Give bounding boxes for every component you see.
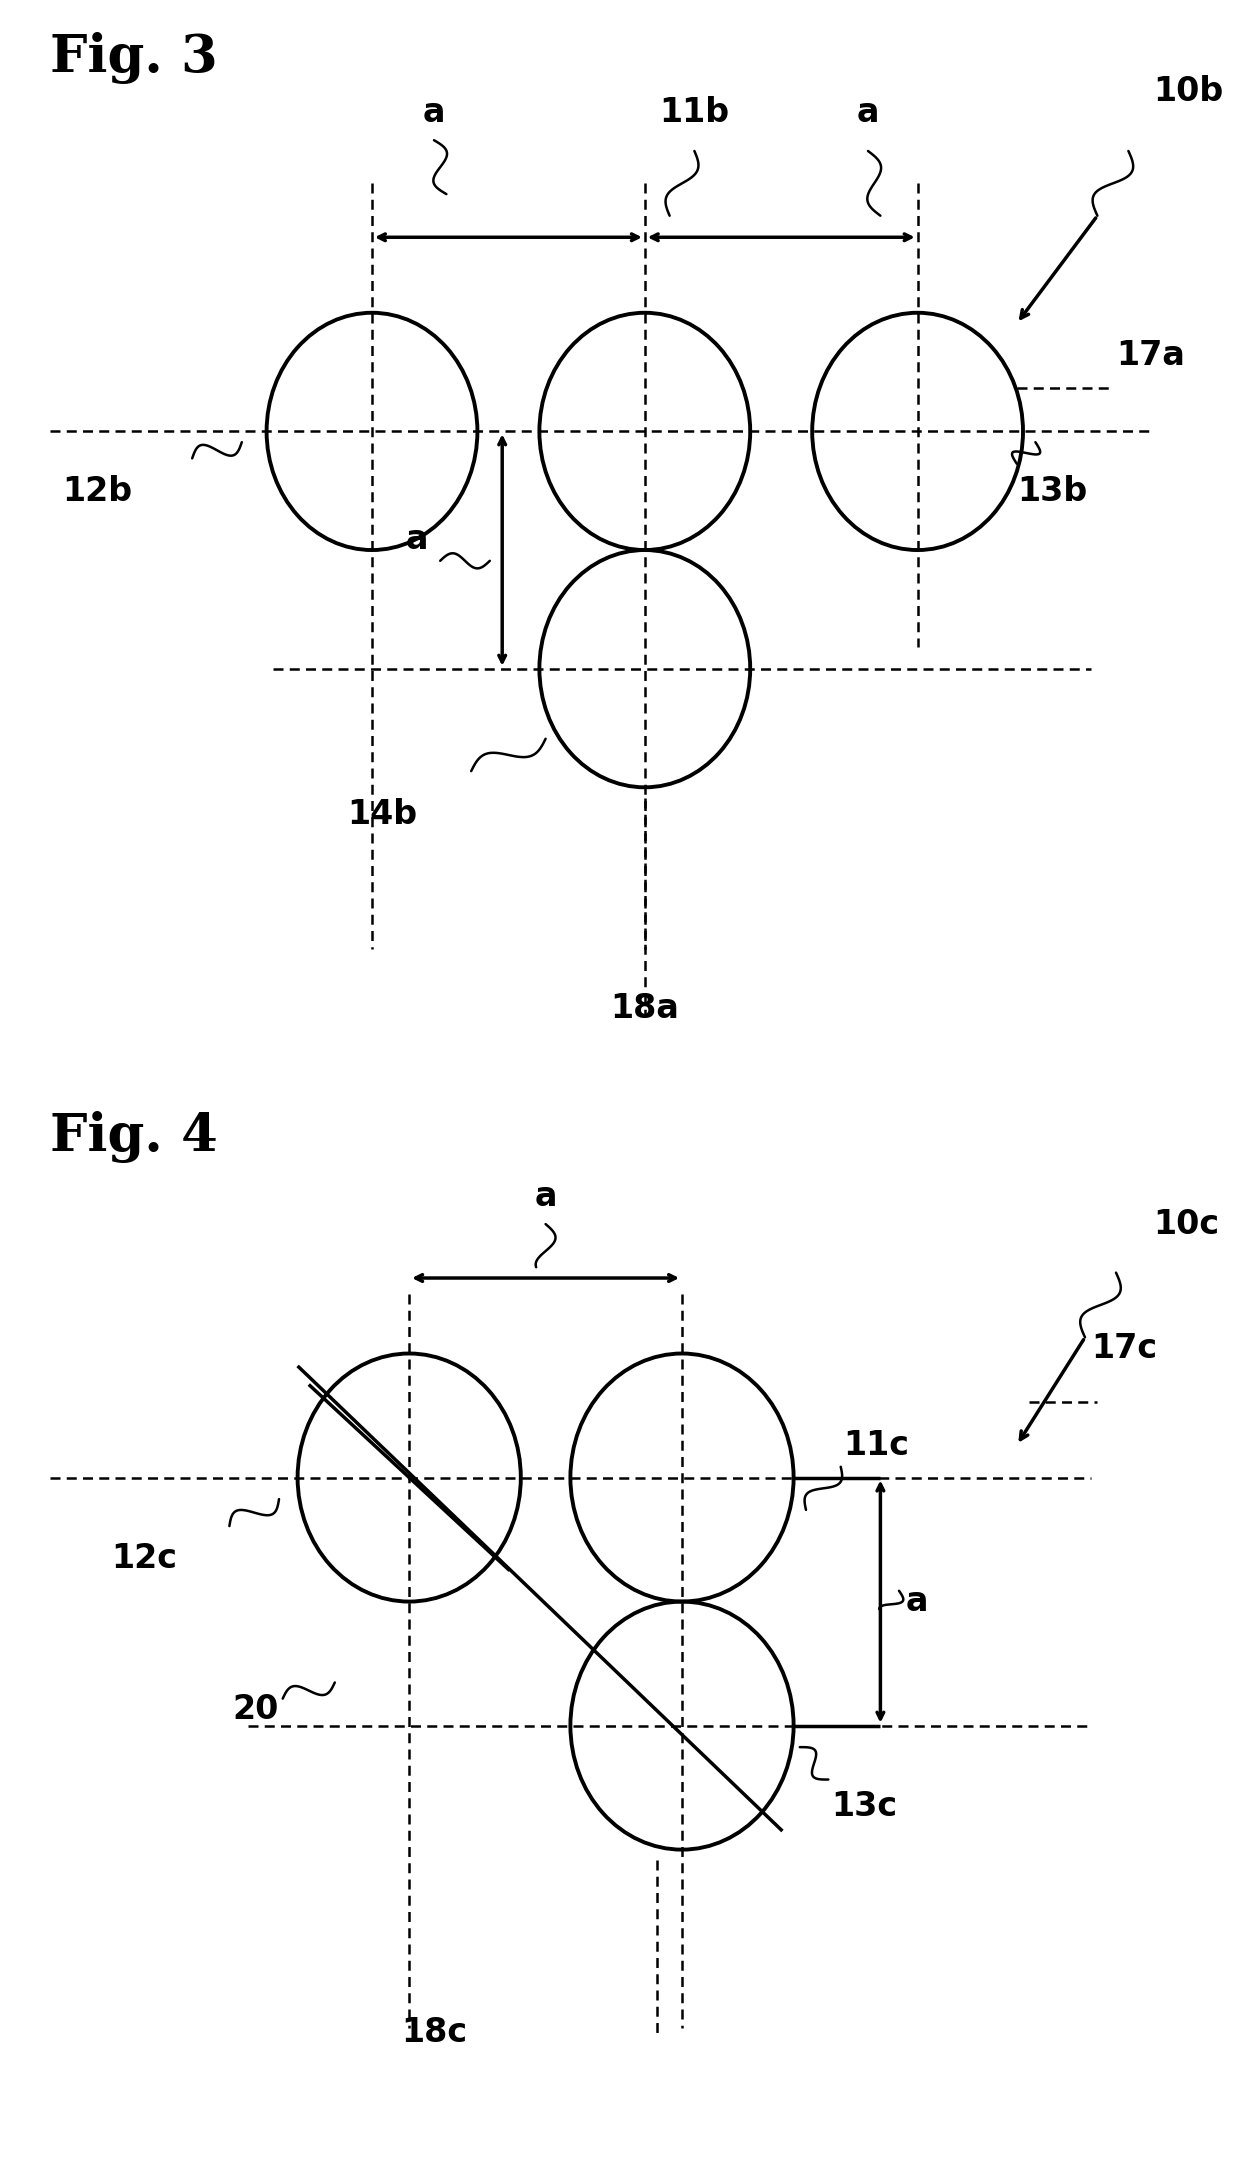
Text: 14b: 14b	[347, 798, 418, 830]
Text: 13c: 13c	[831, 1790, 897, 1823]
Text: a: a	[405, 522, 428, 557]
Text: Fig. 4: Fig. 4	[50, 1111, 217, 1163]
Text: a: a	[857, 97, 879, 129]
Text: 18a: 18a	[610, 992, 680, 1025]
Text: 13b: 13b	[1017, 475, 1087, 507]
Text: 12b: 12b	[62, 475, 133, 507]
Text: 20: 20	[233, 1693, 279, 1726]
Text: Fig. 3: Fig. 3	[50, 32, 217, 84]
Text: 10c: 10c	[1153, 1208, 1219, 1240]
Text: 17c: 17c	[1091, 1331, 1157, 1365]
Text: a: a	[534, 1180, 557, 1212]
Text: 18c: 18c	[401, 2017, 467, 2049]
Text: 10b: 10b	[1153, 75, 1224, 108]
Text: 12c: 12c	[112, 1542, 177, 1575]
Text: 11b: 11b	[660, 97, 729, 129]
Text: 11c: 11c	[843, 1428, 909, 1462]
Text: 17a: 17a	[1116, 339, 1185, 373]
Text: a: a	[905, 1585, 928, 1618]
Text: a: a	[423, 97, 445, 129]
